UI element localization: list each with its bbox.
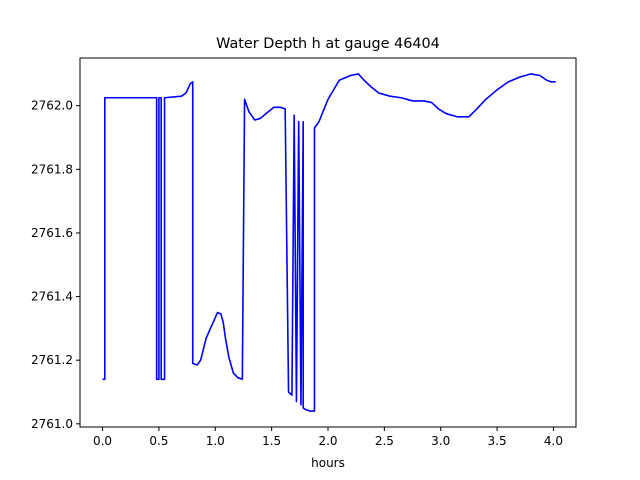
x-tick-label: 0.5 — [149, 434, 168, 448]
x-tick-label: 2.0 — [318, 434, 337, 448]
y-tick-label: 2761.8 — [31, 162, 73, 176]
y-tick-label: 2762.0 — [31, 99, 73, 113]
plot-area — [102, 73, 556, 412]
x-tick-label: 1.5 — [262, 434, 281, 448]
x-tick-label: 2.5 — [375, 434, 394, 448]
y-tick-label: 2761.2 — [31, 353, 73, 367]
y-tick-label: 2761.0 — [31, 417, 73, 431]
x-axis-label: hours — [311, 456, 345, 470]
y-tick-label: 2761.6 — [31, 226, 73, 240]
x-tick-label: 4.0 — [544, 434, 563, 448]
x-tick-label: 0.0 — [93, 434, 112, 448]
x-tick-label: 3.0 — [431, 434, 450, 448]
chart-title: Water Depth h at gauge 46404 — [216, 36, 440, 52]
x-tick-label: 1.0 — [206, 434, 225, 448]
y-axis: 2761.0 2761.2 2761.4 2761.6 2761.8 2762.0 — [31, 99, 80, 431]
x-axis: 0.0 0.5 1.0 1.5 2.0 2.5 3.0 3.5 4.0 — [93, 427, 563, 448]
series-line-0 — [102, 73, 556, 412]
y-tick-label: 2761.4 — [31, 290, 73, 304]
x-tick-label: 3.5 — [488, 434, 507, 448]
